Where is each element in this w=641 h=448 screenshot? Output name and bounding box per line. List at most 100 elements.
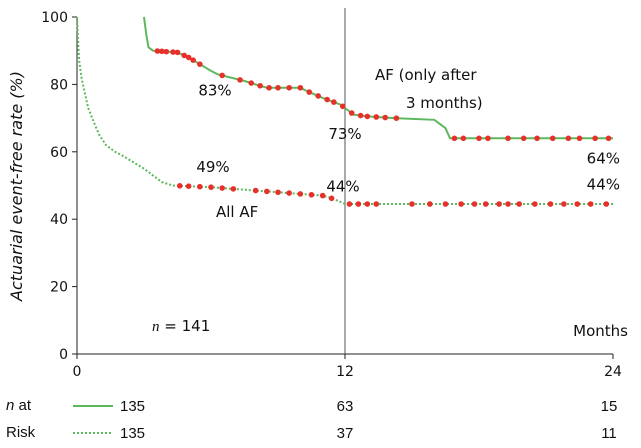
censor-mark-0-20 [331,99,337,105]
censor-mark-1-11 [308,191,315,198]
y-tick-label-80: 80 [50,77,68,93]
y-tick-label-100: 100 [41,10,68,26]
risk-label-line2: Risk [6,424,36,441]
censor-mark-0-7 [190,57,196,63]
censor-mark-0-24 [364,113,371,120]
censor-mark-0-16 [297,84,304,91]
censor-mark-1-32 [603,201,610,207]
censor-mark-1-7 [264,188,270,195]
label-af-only-after-line2: 3 months) [406,94,483,112]
censor-mark-1-8 [275,189,281,196]
censor-mark-0-19 [324,96,330,103]
censor-mark-0-28 [451,135,458,142]
censor-mark-0-23 [357,112,364,119]
censor-mark-0-18 [315,93,322,99]
n-value: = 141 [160,317,211,335]
censor-mark-1-13 [328,195,335,202]
risk-dotted-24: 11 [601,425,617,442]
y-tick-label-60: 60 [50,145,68,161]
y-tick-label-40: 40 [50,212,68,228]
censor-mark-1-6 [252,187,259,194]
censor-mark-1-2 [197,183,203,190]
censor-mark-1-21 [458,201,464,207]
risk-table: n at Risk 135 63 15 135 37 11 [6,397,617,442]
censor-mark-0-0 [154,48,161,54]
censor-mark-1-1 [185,183,192,189]
y-tick-label-20: 20 [50,280,68,296]
censor-mark-0-34 [534,135,540,142]
censor-mark-1-29 [561,201,567,207]
censor-mark-0-37 [576,135,583,142]
censor-mark-1-12 [319,192,326,199]
x-tick-label-0: 0 [73,364,82,380]
censor-mark-1-16 [364,201,371,207]
censor-mark-0-21 [339,103,346,110]
censor-mark-1-19 [427,201,433,207]
censor-layer [154,48,612,207]
risk-solid-12: 63 [337,398,354,415]
censor-mark-0-17 [306,89,313,95]
label-all-af: All AF [216,203,258,221]
y-ticks: 0 20 40 60 80 100 [41,10,77,363]
censor-mark-0-15 [286,84,292,91]
censor-mark-1-18 [409,201,415,207]
censor-mark-0-31 [485,135,491,142]
censor-mark-1-26 [516,201,522,207]
censor-mark-0-6 [185,54,192,61]
y-tick-label-0: 0 [59,347,68,363]
annotation-1-0: 49% [196,158,229,176]
censor-mark-0-27 [393,115,400,121]
censor-mark-1-9 [286,190,292,196]
plot-area: 0 20 40 60 80 100 0 12 24 83% 73% 64% 49% 44% 44% [41,8,622,380]
censor-mark-1-15 [355,201,362,207]
censor-mark-0-11 [248,80,254,86]
censor-mark-0-33 [520,135,527,142]
annotation-1-2: 44% [587,176,620,194]
risk-label-line1: n at [6,397,32,414]
censor-mark-0-26 [382,114,389,121]
censor-mark-1-4 [219,185,225,191]
annotation-0-2: 64% [587,149,620,167]
censor-mark-0-38 [592,135,598,142]
censor-mark-0-13 [266,84,272,91]
censor-mark-1-20 [442,201,449,207]
censor-mark-1-27 [532,201,538,207]
annotation-0-1: 73% [328,125,361,143]
censor-mark-1-3 [208,184,214,190]
censor-mark-1-23 [482,201,489,207]
censor-mark-0-3 [170,49,176,55]
annotation-1-1: 44% [326,178,359,196]
censor-mark-1-22 [471,201,478,207]
censor-mark-0-12 [257,82,263,89]
censor-mark-0-36 [565,135,572,142]
x-tick-label-24: 24 [604,364,622,380]
censor-mark-0-35 [549,135,556,142]
censor-mark-0-1 [159,48,165,55]
censor-mark-1-0 [176,182,183,189]
censor-mark-0-25 [373,114,380,120]
risk-solid-0: 135 [120,398,145,415]
censor-mark-0-30 [476,135,482,142]
censor-mark-0-22 [348,110,355,116]
censor-mark-0-2 [163,48,170,55]
censor-mark-1-30 [574,201,581,207]
censor-mark-1-25 [505,201,511,207]
x-axis-label: Months [573,322,628,340]
censor-mark-1-31 [587,201,594,207]
x-ticks: 0 12 24 [73,354,622,380]
censor-mark-0-10 [237,77,243,83]
censor-mark-0-14 [275,84,281,91]
censor-mark-0-5 [181,52,187,59]
censor-mark-0-8 [197,61,203,67]
x-tick-label-12: 12 [336,364,354,380]
annotation-0-0: 83% [198,81,231,99]
risk-solid-24: 15 [601,398,618,415]
risk-dotted-0: 135 [120,425,145,442]
censor-mark-1-28 [547,201,554,207]
censor-mark-1-10 [297,191,304,197]
censor-mark-0-32 [505,135,511,142]
censor-mark-0-39 [605,135,612,142]
n-symbol: n [152,319,160,335]
